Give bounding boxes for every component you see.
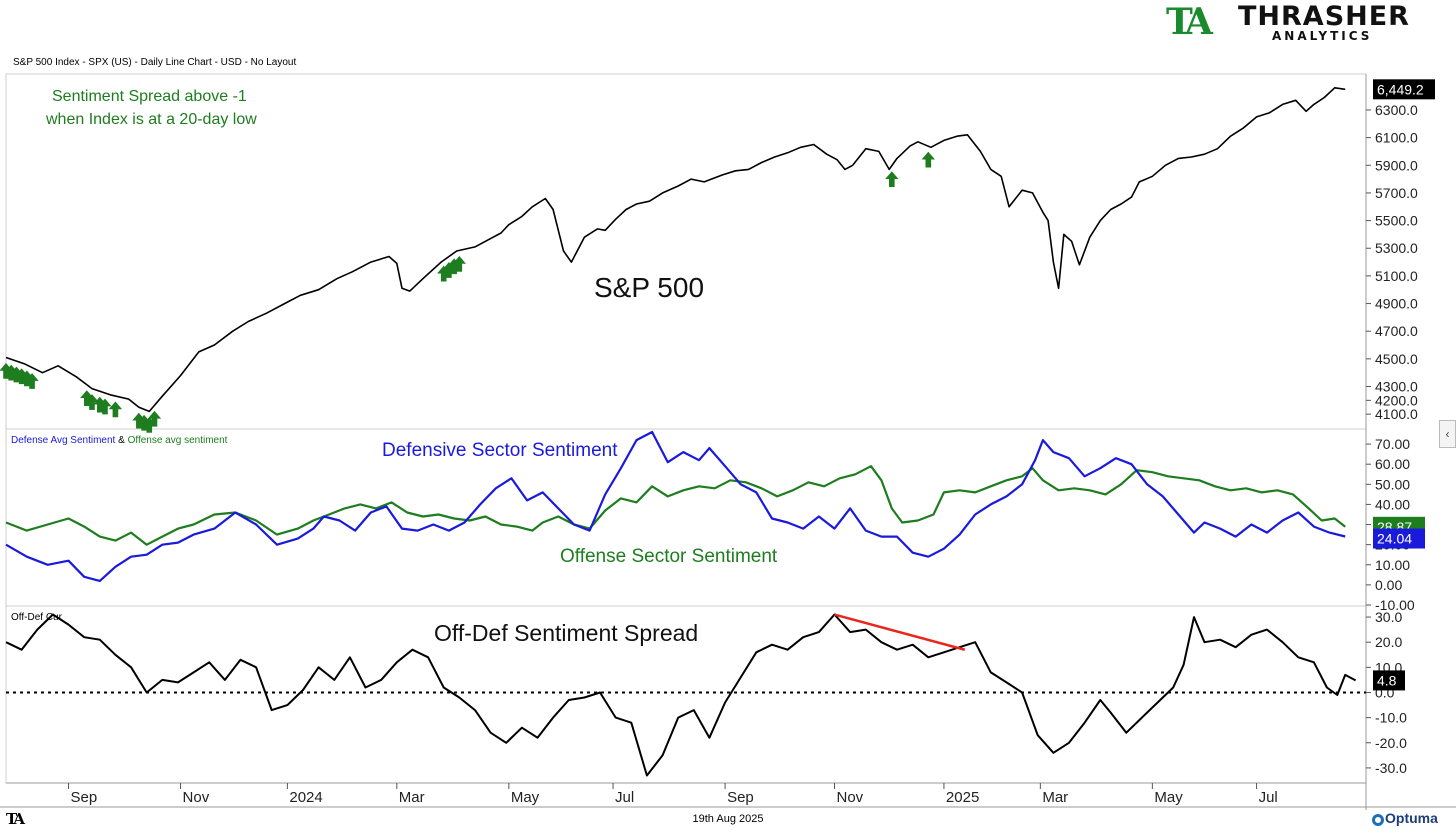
optuma-brand: Optuma xyxy=(1372,810,1438,826)
x-tick-label: Nov xyxy=(837,789,864,806)
y-tick-label: 5500.0 xyxy=(1375,213,1418,229)
y-tick-label: -20.0 xyxy=(1375,735,1407,751)
y-tick-label: 60.00 xyxy=(1375,456,1410,472)
y-tick-label: 4300.0 xyxy=(1375,379,1418,395)
y-tick-label: 30.0 xyxy=(1375,609,1402,625)
buy-signal-arrow xyxy=(108,401,123,418)
last-spread-label: 4.8 xyxy=(1377,672,1397,688)
y-tick-label: 4200.0 xyxy=(1375,392,1418,408)
sp500-label: S&P 500 xyxy=(594,272,704,303)
x-tick-label: Mar xyxy=(1042,789,1068,806)
y-tick-label: -10.0 xyxy=(1375,710,1407,726)
annotation-line-1: Sentiment Spread above -1 xyxy=(52,88,247,105)
last-price-box xyxy=(1373,79,1435,100)
x-tick-label: Jul xyxy=(1259,789,1278,806)
last-spread-box xyxy=(1373,670,1405,691)
collapse-panel-handle[interactable]: ‹ xyxy=(1439,420,1456,448)
last-defense-box xyxy=(1373,528,1425,549)
y-tick-label: 5700.0 xyxy=(1375,185,1418,201)
offense-sector-label: Offense Sector Sentiment xyxy=(560,546,778,567)
x-tick-label: Nov xyxy=(183,789,210,806)
x-tick-label: Jul xyxy=(615,789,634,806)
y-tick-label: 20.0 xyxy=(1375,634,1402,650)
legend-defense: Defense Avg Sentiment xyxy=(11,435,118,446)
buy-signal-arrow xyxy=(25,373,39,389)
buy-signal-arrow xyxy=(147,410,162,427)
logo-mark: TA xyxy=(1166,1,1213,43)
footer-date: 19th Aug 2025 xyxy=(692,813,764,825)
x-tick-label: Sep xyxy=(71,789,98,806)
last-price-label: 6,449.2 xyxy=(1377,81,1424,97)
buy-signal-arrow xyxy=(885,171,899,188)
optuma-icon xyxy=(1372,814,1384,826)
y-tick-label: 40.00 xyxy=(1375,496,1410,512)
x-tick-label: Sep xyxy=(727,789,754,806)
spread-line xyxy=(5,613,1357,777)
y-tick-label: 4500.0 xyxy=(1375,351,1418,367)
x-tick-label: 2025 xyxy=(946,789,979,806)
x-tick-label: May xyxy=(511,789,540,806)
last-defense-label: 24.04 xyxy=(1377,531,1412,547)
buy-signal-arrow xyxy=(452,255,466,272)
offense-sentiment-line xyxy=(5,465,1346,546)
legend-amp: & xyxy=(118,435,127,446)
y-tick-label: 70.00 xyxy=(1375,436,1410,452)
defense-sentiment-line xyxy=(5,430,1346,582)
y-tick-label: -10.00 xyxy=(1375,597,1415,613)
logo-name: THRASHER xyxy=(1238,1,1410,32)
brand-logo: TA THRASHER ANALYTICS xyxy=(1166,1,1409,44)
spread-legend: Off-Def Cur xyxy=(11,612,63,623)
defensive-sector-label: Defensive Sector Sentiment xyxy=(382,440,618,461)
buy-signal-arrow xyxy=(921,151,935,168)
y-tick-label: -30.0 xyxy=(1375,760,1407,776)
buy-signal-arrow xyxy=(98,398,112,415)
logo-subtitle: ANALYTICS xyxy=(1272,29,1373,43)
y-tick-label: 10.00 xyxy=(1375,557,1410,573)
legend-offense: Offense avg sentiment xyxy=(128,435,228,446)
y-tick-label: 4100.0 xyxy=(1375,406,1418,422)
footer-logo: TA xyxy=(6,810,25,828)
spread-title: Off-Def Sentiment Spread xyxy=(434,620,698,646)
y-tick-label: 6300.0 xyxy=(1375,102,1418,118)
y-tick-label: 6100.0 xyxy=(1375,130,1418,146)
y-tick-label: 0.00 xyxy=(1375,577,1402,593)
annotation-line-2: when Index is at a 20-day low xyxy=(45,111,257,128)
sp500-price-line xyxy=(5,87,1346,413)
y-tick-label: 5300.0 xyxy=(1375,240,1418,256)
chart-title: S&P 500 Index - SPX (US) - Daily Line Ch… xyxy=(13,57,297,68)
y-tick-label: 4900.0 xyxy=(1375,296,1418,312)
y-tick-label: 4700.0 xyxy=(1375,323,1418,339)
x-tick-label: 2024 xyxy=(289,789,322,806)
x-tick-label: Mar xyxy=(399,789,425,806)
x-tick-label: May xyxy=(1154,789,1183,806)
y-tick-label: 50.00 xyxy=(1375,476,1410,492)
y-tick-label: 5900.0 xyxy=(1375,157,1418,173)
y-tick-label: 5100.0 xyxy=(1375,268,1418,284)
divergence-trend-line xyxy=(834,613,966,651)
sentiment-legend: Defense Avg Sentiment & Offense avg sent… xyxy=(11,435,228,446)
